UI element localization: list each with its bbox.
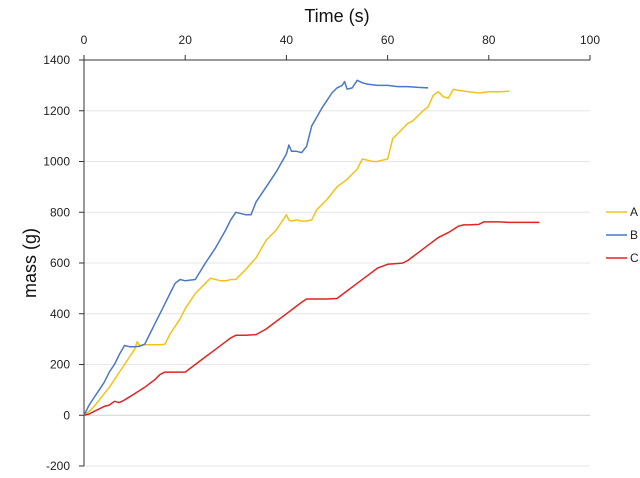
y-tick-label: 600	[50, 256, 70, 270]
series-line-b	[83, 79, 429, 416]
y-axis-ticks: -200 0 200 400 600 800 1000 1200 1400	[43, 53, 84, 473]
y-tick-label: 1000	[43, 155, 70, 169]
y-tick-label: 200	[50, 358, 70, 372]
x-tick-label: 0	[81, 33, 88, 47]
y-tick-label: 1200	[43, 104, 70, 118]
x-tick-label: 60	[381, 33, 395, 47]
y-axis-title: mass (g)	[20, 228, 40, 298]
x-axis-ticks: 0 20 40 60 80 100	[81, 33, 600, 60]
legend-label-a: A	[630, 205, 638, 219]
legend-label-b: B	[630, 228, 638, 242]
legend: ABC	[606, 205, 639, 265]
series-line-c	[83, 221, 540, 417]
x-tick-label: 20	[179, 33, 193, 47]
x-axis-title: Time (s)	[304, 6, 369, 26]
y-tick-label: 0	[63, 408, 70, 422]
gridlines	[84, 59, 590, 467]
x-tick-label: 80	[482, 33, 496, 47]
y-tick-label: -200	[46, 459, 70, 473]
legend-label-c: C	[630, 251, 639, 265]
x-tick-label: 100	[580, 33, 600, 47]
y-tick-label: 800	[50, 205, 70, 219]
series-lines	[83, 79, 540, 417]
x-tick-label: 40	[280, 33, 294, 47]
y-tick-label: 1400	[43, 53, 70, 67]
y-tick-label: 400	[50, 307, 70, 321]
series-line-a	[83, 88, 510, 416]
